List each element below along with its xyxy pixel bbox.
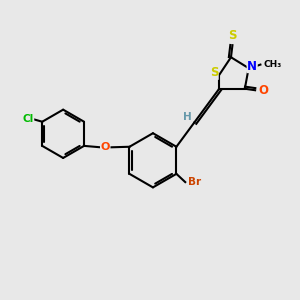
Text: O: O xyxy=(100,142,110,152)
Text: N: N xyxy=(247,60,257,73)
Text: Cl: Cl xyxy=(22,114,34,124)
Text: H: H xyxy=(183,112,192,122)
Text: O: O xyxy=(259,84,269,97)
Text: CH₃: CH₃ xyxy=(263,60,281,69)
Text: S: S xyxy=(210,66,218,80)
Text: Br: Br xyxy=(188,177,201,187)
Text: S: S xyxy=(228,29,237,42)
